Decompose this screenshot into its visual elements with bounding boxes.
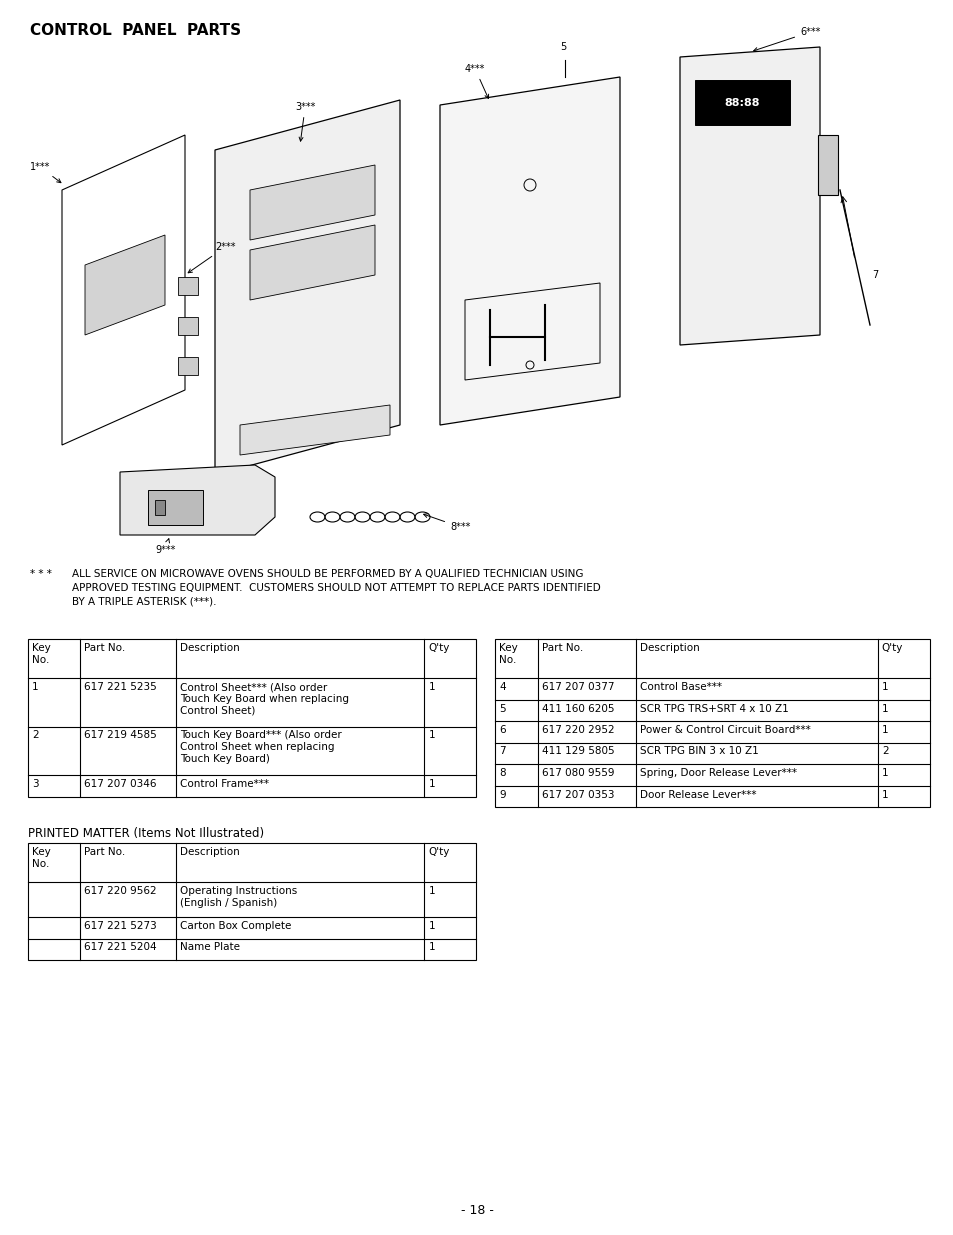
Bar bbox=[695, 80, 789, 125]
Text: 7: 7 bbox=[498, 746, 505, 757]
Text: Key
No.: Key No. bbox=[32, 847, 51, 868]
Text: * * *: * * * bbox=[30, 569, 51, 579]
Text: 1: 1 bbox=[881, 682, 887, 692]
Text: SCR TPG BIN 3 x 10 Z1: SCR TPG BIN 3 x 10 Z1 bbox=[639, 746, 759, 757]
Text: 411 129 5805: 411 129 5805 bbox=[542, 746, 615, 757]
Text: CONTROL  PANEL  PARTS: CONTROL PANEL PARTS bbox=[30, 23, 241, 38]
Text: 1***: 1*** bbox=[30, 162, 61, 183]
Text: 8: 8 bbox=[498, 768, 505, 778]
Text: Key
No.: Key No. bbox=[32, 643, 51, 664]
Polygon shape bbox=[250, 225, 375, 300]
Bar bbox=[28, 844, 476, 960]
Text: 617 080 9559: 617 080 9559 bbox=[542, 768, 615, 778]
Text: 1: 1 bbox=[428, 921, 435, 931]
Text: 3***: 3*** bbox=[294, 103, 315, 141]
Polygon shape bbox=[679, 47, 820, 345]
Text: Description: Description bbox=[639, 643, 700, 653]
Text: 617 207 0353: 617 207 0353 bbox=[542, 789, 615, 799]
Text: 1: 1 bbox=[32, 682, 38, 692]
Text: 617 219 4585: 617 219 4585 bbox=[84, 730, 156, 741]
Polygon shape bbox=[240, 405, 390, 454]
Text: Touch Key Board*** (Also order
Control Sheet when replacing
Touch Key Board): Touch Key Board*** (Also order Control S… bbox=[180, 730, 341, 763]
Text: 1: 1 bbox=[881, 789, 887, 799]
Text: Control Frame***: Control Frame*** bbox=[180, 779, 269, 789]
Text: 2: 2 bbox=[881, 746, 887, 757]
Text: 617 207 0377: 617 207 0377 bbox=[542, 682, 615, 692]
Text: Spring, Door Release Lever***: Spring, Door Release Lever*** bbox=[639, 768, 797, 778]
Bar bbox=[178, 357, 198, 375]
Polygon shape bbox=[85, 235, 165, 335]
Text: Description: Description bbox=[180, 643, 239, 653]
Polygon shape bbox=[439, 77, 619, 425]
Text: Part No.: Part No. bbox=[542, 643, 583, 653]
Bar bbox=[817, 135, 837, 195]
Text: Operating Instructions
(English / Spanish): Operating Instructions (English / Spanis… bbox=[180, 885, 296, 908]
Text: Name Plate: Name Plate bbox=[180, 942, 239, 952]
Text: SCR TPG TRS+SRT 4 x 10 Z1: SCR TPG TRS+SRT 4 x 10 Z1 bbox=[639, 704, 788, 714]
Text: 2***: 2*** bbox=[188, 242, 235, 273]
Text: Control Sheet*** (Also order
Touch Key Board when replacing
Control Sheet): Control Sheet*** (Also order Touch Key B… bbox=[180, 682, 349, 715]
Text: ALL SERVICE ON MICROWAVE OVENS SHOULD BE PERFORMED BY A QUALIFIED TECHNICIAN USI: ALL SERVICE ON MICROWAVE OVENS SHOULD BE… bbox=[71, 569, 600, 606]
Text: 88:88: 88:88 bbox=[723, 98, 759, 107]
Text: 617 220 2952: 617 220 2952 bbox=[542, 725, 615, 735]
Text: 4: 4 bbox=[498, 682, 505, 692]
Bar bbox=[154, 500, 165, 515]
Text: 4***: 4*** bbox=[464, 64, 488, 99]
Text: 5: 5 bbox=[498, 704, 505, 714]
Text: 9: 9 bbox=[498, 789, 505, 799]
Text: 1: 1 bbox=[428, 730, 435, 741]
Text: PRINTED MATTER (Items Not Illustrated): PRINTED MATTER (Items Not Illustrated) bbox=[28, 827, 264, 840]
Polygon shape bbox=[120, 466, 274, 535]
Text: Control Base***: Control Base*** bbox=[639, 682, 721, 692]
Text: Power & Control Circuit Board***: Power & Control Circuit Board*** bbox=[639, 725, 810, 735]
Polygon shape bbox=[250, 165, 375, 240]
Text: 617 221 5273: 617 221 5273 bbox=[84, 921, 156, 931]
Text: - 18 -: - 18 - bbox=[460, 1204, 493, 1216]
Bar bbox=[148, 490, 203, 525]
Text: 7: 7 bbox=[871, 270, 878, 280]
Text: 5: 5 bbox=[559, 42, 566, 52]
Text: 1: 1 bbox=[881, 704, 887, 714]
Text: Description: Description bbox=[180, 847, 239, 857]
Polygon shape bbox=[214, 100, 399, 475]
Bar bbox=[178, 277, 198, 295]
Text: 6***: 6*** bbox=[753, 27, 820, 52]
Text: 8***: 8*** bbox=[423, 514, 470, 532]
Text: 1: 1 bbox=[881, 768, 887, 778]
Bar bbox=[495, 638, 929, 806]
Text: 2: 2 bbox=[32, 730, 38, 741]
Bar bbox=[178, 317, 198, 335]
Text: 617 221 5204: 617 221 5204 bbox=[84, 942, 156, 952]
Text: Q'ty: Q'ty bbox=[428, 847, 450, 857]
Text: Carton Box Complete: Carton Box Complete bbox=[180, 921, 291, 931]
Text: Q'ty: Q'ty bbox=[428, 643, 450, 653]
Text: 617 220 9562: 617 220 9562 bbox=[84, 885, 156, 897]
Text: 6: 6 bbox=[498, 725, 505, 735]
Text: Part No.: Part No. bbox=[84, 643, 125, 653]
Text: Key
No.: Key No. bbox=[498, 643, 517, 664]
Text: 3: 3 bbox=[32, 779, 38, 789]
Text: 411 160 6205: 411 160 6205 bbox=[542, 704, 615, 714]
Text: Q'ty: Q'ty bbox=[881, 643, 902, 653]
Text: 1: 1 bbox=[428, 885, 435, 897]
Text: 1: 1 bbox=[428, 942, 435, 952]
Text: 1: 1 bbox=[881, 725, 887, 735]
Text: 1: 1 bbox=[428, 779, 435, 789]
Text: 617 221 5235: 617 221 5235 bbox=[84, 682, 156, 692]
Text: Door Release Lever***: Door Release Lever*** bbox=[639, 789, 756, 799]
Text: 9***: 9*** bbox=[154, 538, 175, 555]
Text: Part No.: Part No. bbox=[84, 847, 125, 857]
Bar bbox=[28, 638, 476, 797]
Text: 617 207 0346: 617 207 0346 bbox=[84, 779, 156, 789]
Text: 1: 1 bbox=[428, 682, 435, 692]
